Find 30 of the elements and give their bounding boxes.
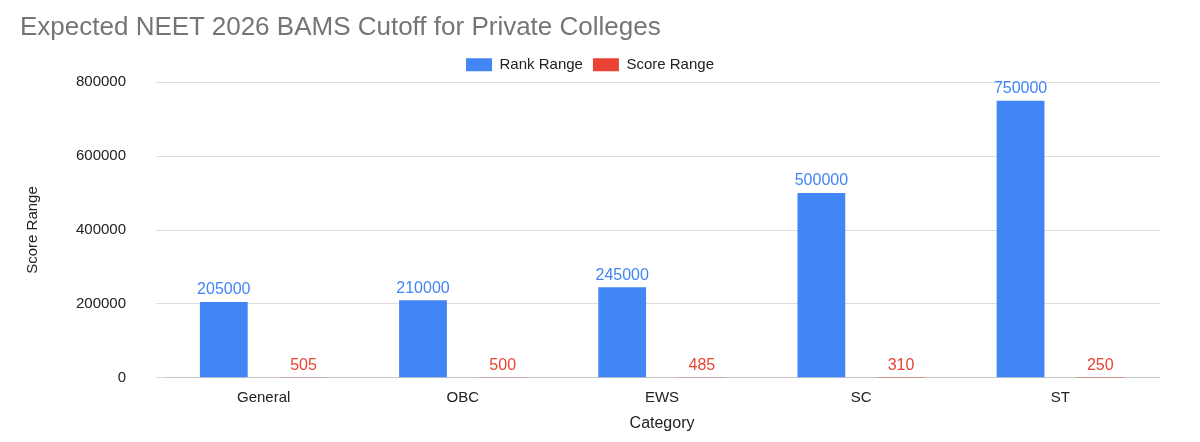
- data-label: 500000: [794, 171, 849, 189]
- x-tick-label: ST: [1050, 387, 1070, 405]
- x-tick-label: General: [236, 387, 291, 405]
- data-label: 485: [688, 356, 716, 374]
- x-axis-title: Category: [629, 413, 695, 431]
- y-tick-label: 400000: [75, 220, 127, 238]
- chart-title: Expected NEET 2026 BAMS Cutoff for Private Colleges: [20, 10, 661, 41]
- bar: [199, 302, 248, 378]
- y-axis-title: Score Range: [23, 186, 41, 274]
- bar: [399, 300, 447, 378]
- data-label: 505: [290, 356, 317, 374]
- data-label: 750000: [993, 79, 1048, 97]
- bar: [797, 193, 846, 378]
- data-label: 245000: [595, 265, 649, 283]
- data-label: 205000: [197, 280, 251, 298]
- x-tick-label: OBC: [446, 387, 480, 405]
- legend-label: Rank Range: [499, 54, 583, 72]
- data-label: 500: [489, 356, 517, 374]
- y-tick-label: 200000: [75, 294, 127, 312]
- data-label: 310: [887, 356, 915, 374]
- x-tick-label: SC: [850, 387, 872, 405]
- y-tick-label: 800000: [75, 72, 127, 90]
- bar: [598, 287, 647, 378]
- data-label: 250: [1086, 356, 1114, 374]
- bar: [996, 100, 1045, 378]
- data-label: 210000: [396, 278, 450, 296]
- x-tick-label: EWS: [644, 387, 680, 405]
- y-tick-label: 0: [117, 367, 127, 385]
- y-tick-label: 600000: [75, 146, 127, 164]
- legend-label: Score Range: [626, 54, 714, 72]
